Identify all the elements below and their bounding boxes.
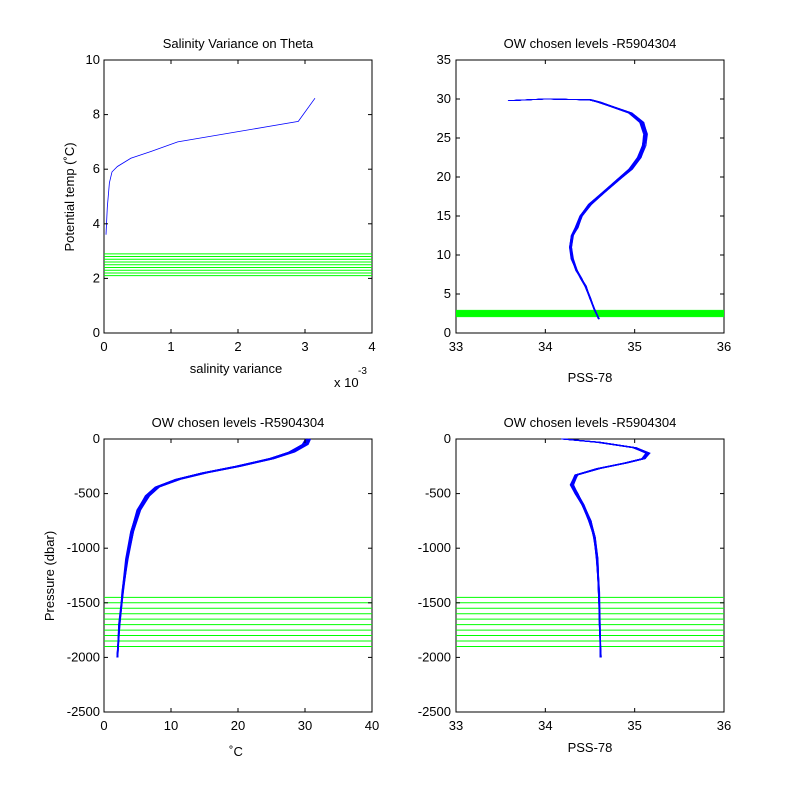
- panel-salinity-pressure: OW chosen levels -R5904304 33 34 35 36 -250…: [418, 415, 731, 755]
- x-axis: 0 10 20 30 40: [100, 439, 379, 733]
- x-multiplier-label: x 10: [334, 375, 359, 390]
- x-axis: 33 34 35 36: [449, 439, 731, 733]
- y-tick-label: 15: [437, 208, 451, 223]
- x-axis-label: ˚C: [229, 744, 243, 759]
- panel-title: OW chosen levels -R5904304: [504, 36, 677, 51]
- y-tick-label: -1000: [418, 540, 451, 555]
- marks: [456, 98, 724, 320]
- x-tick-label: 4: [368, 339, 375, 354]
- y-tick-label: -2000: [67, 649, 100, 664]
- x-tick-label: 10: [164, 718, 178, 733]
- profile-line: [117, 438, 307, 658]
- x-tick-label: 40: [365, 718, 379, 733]
- y-tick-label: -500: [425, 486, 451, 501]
- x-tick-label: 34: [538, 339, 552, 354]
- panel-salinity-variance: Salinity Variance on Theta 0 1 2 3 4 0 2 4 6 8 10…: [62, 36, 376, 390]
- x-tick-label: 0: [100, 339, 107, 354]
- x-tick-label: 33: [449, 339, 463, 354]
- profile-line: [564, 438, 650, 658]
- x-axis-label: PSS-78: [568, 370, 613, 385]
- x-tick-label: 3: [301, 339, 308, 354]
- y-tick-label: 25: [437, 130, 451, 145]
- y-tick-label: 0: [444, 431, 451, 446]
- y-tick-label: 35: [437, 52, 451, 67]
- x-tick-label: 36: [717, 718, 731, 733]
- y-tick-label: 0: [93, 325, 100, 340]
- x-tick-label: 35: [627, 339, 641, 354]
- x-axis-label: salinity variance: [190, 361, 283, 376]
- panel-title: OW chosen levels -R5904304: [504, 415, 677, 430]
- x-tick-label: 36: [717, 339, 731, 354]
- y-axis-label: Pressure (dbar): [42, 531, 57, 621]
- y-axis: 0 2 4 6 8 10: [86, 52, 372, 340]
- panel-temperature-pressure: OW chosen levels -R5904304 0 10 20 30 40 -25…: [42, 415, 379, 759]
- x-axis: 33 34 35 36: [449, 60, 731, 354]
- y-tick-label: 30: [437, 91, 451, 106]
- y-tick-label: -2500: [418, 704, 451, 719]
- y-tick-label: 20: [437, 169, 451, 184]
- x-tick-label: 34: [538, 718, 552, 733]
- y-tick-label: 4: [93, 216, 100, 231]
- y-tick-label: -2500: [67, 704, 100, 719]
- y-tick-label: 0: [444, 325, 451, 340]
- y-axis: -2500 -2000 -1500 -1000 -500 0: [418, 431, 724, 719]
- x-tick-label: 1: [167, 339, 174, 354]
- y-tick-label: -1000: [67, 540, 100, 555]
- marks: [456, 438, 724, 658]
- profile-line: [561, 438, 648, 658]
- y-tick-label: 2: [93, 270, 100, 285]
- x-axis-label: PSS-78: [568, 740, 613, 755]
- x-tick-label: 33: [449, 718, 463, 733]
- panel-title: Salinity Variance on Theta: [163, 36, 314, 51]
- plot-area: [455, 59, 725, 334]
- y-axis: -2500 -2000 -1500 -1000 -500 0: [67, 431, 372, 719]
- x-tick-label: 30: [298, 718, 312, 733]
- plot-area: [455, 438, 725, 713]
- panel-title: OW chosen levels -R5904304: [152, 415, 325, 430]
- y-axis: 0 5 10 15 20 25 30 35: [437, 52, 724, 340]
- y-tick-label: 10: [437, 247, 451, 262]
- y-tick-label: -2000: [418, 649, 451, 664]
- profile-line: [510, 98, 647, 320]
- y-tick-label: 8: [93, 107, 100, 122]
- y-tick-label: 5: [444, 286, 451, 301]
- profile-line: [105, 97, 316, 235]
- x-tick-label: 0: [100, 718, 107, 733]
- panel-salinity-theta: OW chosen levels -R5904304 33 34 35 36 0 5 10…: [437, 36, 732, 385]
- y-axis-label: Potential temp (˚C): [62, 142, 77, 251]
- marks: [104, 438, 372, 658]
- x-tick-label: 2: [234, 339, 241, 354]
- x-tick-label: 20: [231, 718, 245, 733]
- x-tick-label: 35: [627, 718, 641, 733]
- marks: [104, 97, 372, 277]
- x-axis: 0 1 2 3 4: [100, 60, 376, 354]
- y-tick-label: -500: [74, 486, 100, 501]
- y-tick-label: 0: [93, 431, 100, 446]
- y-tick-label: -1500: [418, 595, 451, 610]
- y-tick-label: 10: [86, 52, 100, 67]
- x-multiplier-exponent: -3: [358, 366, 367, 377]
- y-tick-label: 6: [93, 161, 100, 176]
- y-tick-label: -1500: [67, 595, 100, 610]
